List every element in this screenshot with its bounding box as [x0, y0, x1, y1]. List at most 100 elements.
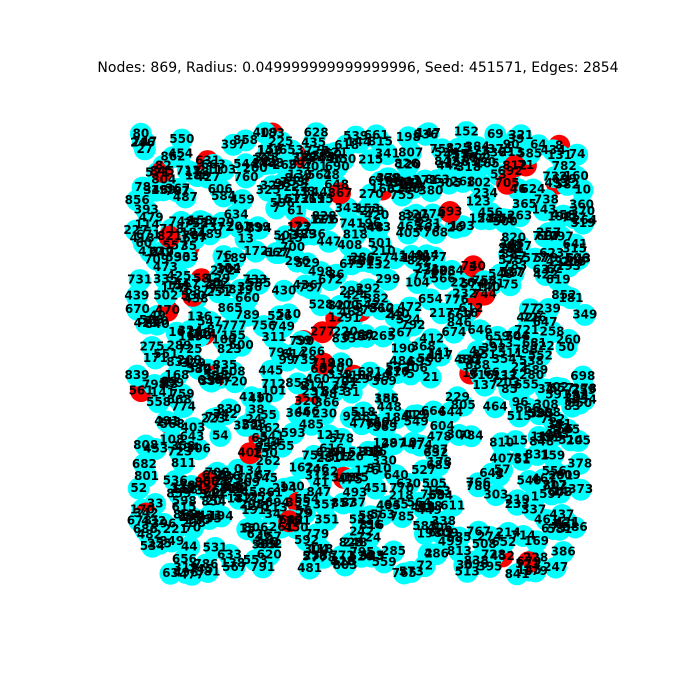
node-label: 96 [512, 395, 529, 409]
node-label: 731 [127, 273, 152, 287]
node-label: 140 [475, 280, 500, 294]
node-label: 150 [253, 446, 278, 460]
node [391, 505, 414, 528]
node [404, 357, 427, 380]
node-label: 819 [228, 282, 253, 296]
node [503, 155, 526, 178]
node [484, 396, 507, 419]
node-label: 107 [400, 435, 425, 449]
node-label: 797 [549, 230, 574, 244]
node-label: 823 [217, 342, 242, 356]
node-label: 783 [502, 258, 527, 272]
node-label: 177 [161, 281, 186, 295]
node-label: 812 [502, 159, 527, 173]
node-label: 751 [301, 448, 326, 462]
node [382, 433, 405, 456]
node [359, 251, 382, 274]
node-label: 721 [514, 323, 539, 337]
node-label: 858 [233, 133, 258, 147]
node-label: 44 [181, 539, 198, 553]
node [367, 216, 390, 239]
node [173, 548, 196, 571]
node-label: 351 [314, 513, 339, 527]
node-label: 782 [552, 159, 577, 173]
node-label: 836 [413, 127, 438, 141]
node [135, 465, 158, 488]
node-label: 23 [303, 149, 320, 163]
node [161, 146, 184, 169]
node [524, 359, 547, 382]
node-label: 100 [211, 333, 236, 347]
node [202, 153, 225, 176]
node [261, 175, 284, 198]
node-label: 26 [447, 220, 464, 234]
node [174, 504, 197, 526]
node-layer [124, 121, 596, 586]
node [304, 181, 327, 204]
node-label: 715 [331, 446, 356, 460]
node-label: 349 [572, 307, 597, 321]
node-label: 39 [508, 132, 525, 146]
node [305, 122, 328, 145]
node-label: 115 [503, 434, 528, 448]
node [211, 211, 233, 234]
node-label: 651 [490, 212, 515, 226]
node [463, 147, 486, 170]
node-label: 158 [188, 214, 213, 228]
node-label: 129 [205, 272, 230, 286]
node-label: 144 [346, 135, 371, 149]
node-label: 543 [566, 252, 591, 266]
node [378, 396, 401, 419]
node-label: 165 [475, 157, 500, 171]
node-label: 193 [450, 219, 475, 233]
node-label: 680 [187, 329, 212, 343]
node-label: 779 [304, 527, 329, 541]
node [254, 122, 276, 144]
node [311, 321, 334, 344]
node-label: 861 [258, 486, 283, 500]
node-label: 141 [150, 386, 175, 400]
node-label: 835 [212, 358, 237, 372]
node-label: 63 [162, 566, 179, 580]
node-label: 375 [487, 142, 512, 156]
node-label: 407 [489, 452, 514, 466]
node-label: 223 [201, 411, 226, 425]
node-label: 547 [197, 314, 222, 328]
node [271, 316, 294, 338]
node [544, 475, 566, 498]
node-label: 691 [357, 365, 382, 379]
node-label: 219 [505, 493, 530, 507]
node [405, 411, 428, 433]
node-label: 784 [459, 429, 484, 443]
node [262, 373, 285, 396]
node [310, 294, 332, 317]
node-label: 56 [295, 504, 312, 518]
node [334, 554, 357, 577]
node-label: 176 [354, 463, 379, 477]
node-label: 763 [420, 488, 445, 502]
node [272, 279, 295, 302]
node [523, 307, 546, 330]
node [486, 325, 509, 348]
node-label: 138 [220, 556, 245, 570]
node-label: 105 [555, 422, 580, 436]
node-label: 11 [530, 430, 547, 444]
node-label: 54 [212, 428, 229, 442]
node-label: 32 [537, 382, 554, 396]
node-label: 445 [258, 363, 283, 377]
node-label: 842 [434, 154, 459, 168]
node-label: 38 [248, 403, 265, 417]
node [419, 288, 442, 311]
node-label: 826 [394, 157, 419, 171]
node-label: 134 [237, 464, 262, 478]
node-label: 502 [153, 289, 178, 303]
node [484, 484, 507, 507]
node-label: 689 [523, 363, 548, 377]
node [285, 167, 308, 190]
node [259, 482, 282, 505]
node-label: 116 [451, 150, 476, 164]
node [369, 232, 392, 255]
node-label: 170 [130, 502, 155, 516]
node [372, 325, 395, 348]
node-label: 816 [359, 518, 384, 532]
